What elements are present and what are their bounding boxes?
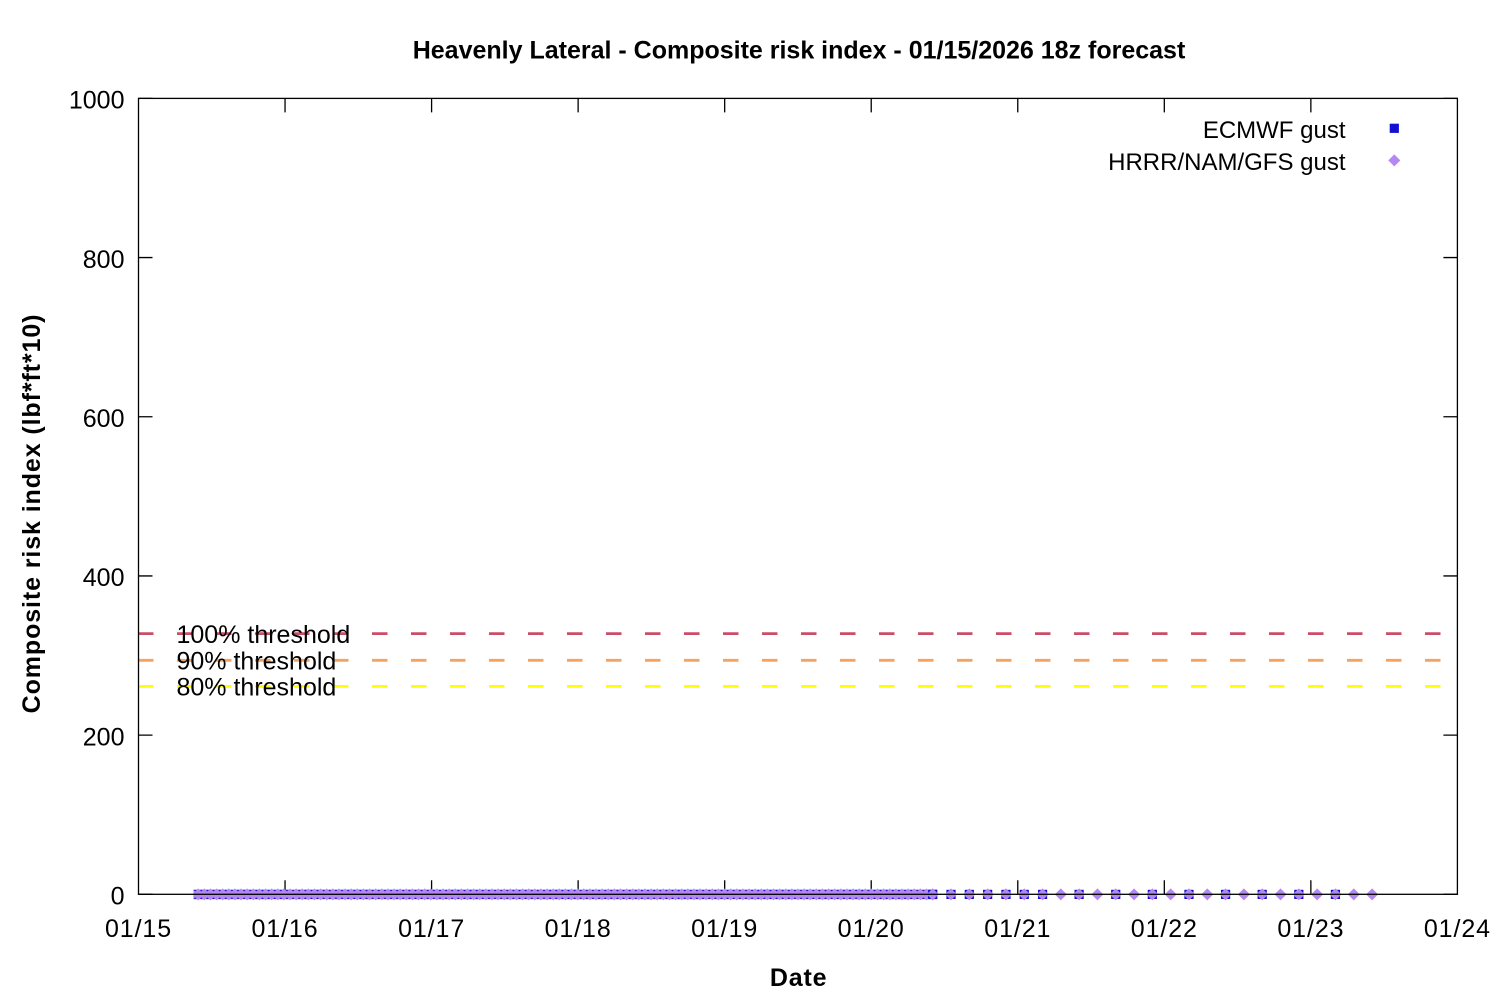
svg-text:01/20: 01/20 xyxy=(838,915,905,943)
svg-text:600: 600 xyxy=(83,405,125,433)
svg-text:200: 200 xyxy=(83,723,125,751)
svg-text:ECMWF gust: ECMWF gust xyxy=(1203,117,1346,144)
svg-text:01/19: 01/19 xyxy=(691,915,758,943)
svg-text:01/17: 01/17 xyxy=(398,915,465,943)
svg-text:01/21: 01/21 xyxy=(984,915,1051,943)
svg-text:HRRR/NAM/GFS gust: HRRR/NAM/GFS gust xyxy=(1108,149,1346,176)
svg-text:01/15: 01/15 xyxy=(105,915,172,943)
svg-text:01/22: 01/22 xyxy=(1131,915,1198,943)
svg-text:100% threshold: 100% threshold xyxy=(177,621,351,649)
svg-text:1000: 1000 xyxy=(69,87,125,115)
svg-text:01/18: 01/18 xyxy=(545,915,612,943)
svg-text:80% threshold: 80% threshold xyxy=(177,674,337,702)
svg-text:400: 400 xyxy=(83,564,125,592)
svg-text:01/16: 01/16 xyxy=(251,915,318,943)
svg-text:01/23: 01/23 xyxy=(1277,915,1344,943)
svg-text:800: 800 xyxy=(83,246,125,274)
svg-text:Heavenly Lateral - Composite r: Heavenly Lateral - Composite risk index … xyxy=(413,36,1186,64)
svg-text:01/24: 01/24 xyxy=(1424,915,1491,943)
svg-text:0: 0 xyxy=(111,883,125,911)
svg-text:Date: Date xyxy=(770,964,827,992)
svg-text:Composite risk index (lbf*ft*1: Composite risk index (lbf*ft*10) xyxy=(18,314,46,714)
svg-text:90% threshold: 90% threshold xyxy=(177,648,337,676)
